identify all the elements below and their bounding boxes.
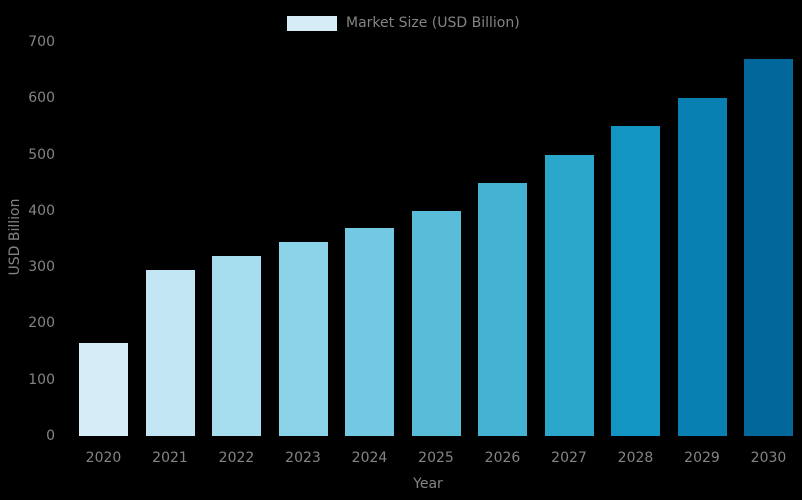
- x-tick-label: 2030: [750, 450, 787, 466]
- x-tick-label: 2029: [684, 450, 720, 466]
- x-tick-label: 2021: [152, 450, 188, 466]
- x-tick-label: 2025: [418, 450, 454, 466]
- x-tick-label: 2024: [351, 450, 388, 466]
- bar-2022: [212, 255, 261, 436]
- y-tick-label: 700: [28, 34, 55, 50]
- bar-2026: [478, 182, 527, 436]
- x-tick-label: 2023: [285, 450, 321, 466]
- y-tick-label: 200: [28, 315, 55, 332]
- bar-2030: [744, 58, 793, 436]
- y-tick-label: 600: [28, 90, 55, 107]
- x-axis-title: Year: [413, 476, 443, 492]
- x-tick-label: 2027: [551, 450, 587, 466]
- bar-2027: [544, 154, 594, 436]
- bar-2025: [411, 210, 461, 436]
- bar-2021: [145, 269, 195, 436]
- y-tick-label: 300: [28, 259, 55, 276]
- x-tick-label: 2026: [484, 450, 521, 466]
- y-tick-label: 0: [46, 428, 55, 444]
- x-tick-label: 2028: [617, 450, 654, 466]
- bar-2023: [278, 241, 328, 436]
- legend-swatch: [287, 15, 337, 31]
- legend-label: Market Size (USD Billion): [346, 15, 520, 31]
- bar-2024: [345, 227, 394, 436]
- legend: Market Size (USD Billion): [287, 15, 520, 31]
- y-tick-label: 500: [28, 146, 55, 163]
- x-tick-label: 2020: [85, 450, 122, 466]
- bar-2028: [611, 126, 660, 436]
- bar-2029: [677, 98, 727, 436]
- bar-2020: [79, 343, 128, 436]
- y-tick-label: 400: [28, 202, 55, 219]
- y-tick-label: 100: [28, 371, 55, 388]
- x-tick-label: 2022: [218, 450, 255, 466]
